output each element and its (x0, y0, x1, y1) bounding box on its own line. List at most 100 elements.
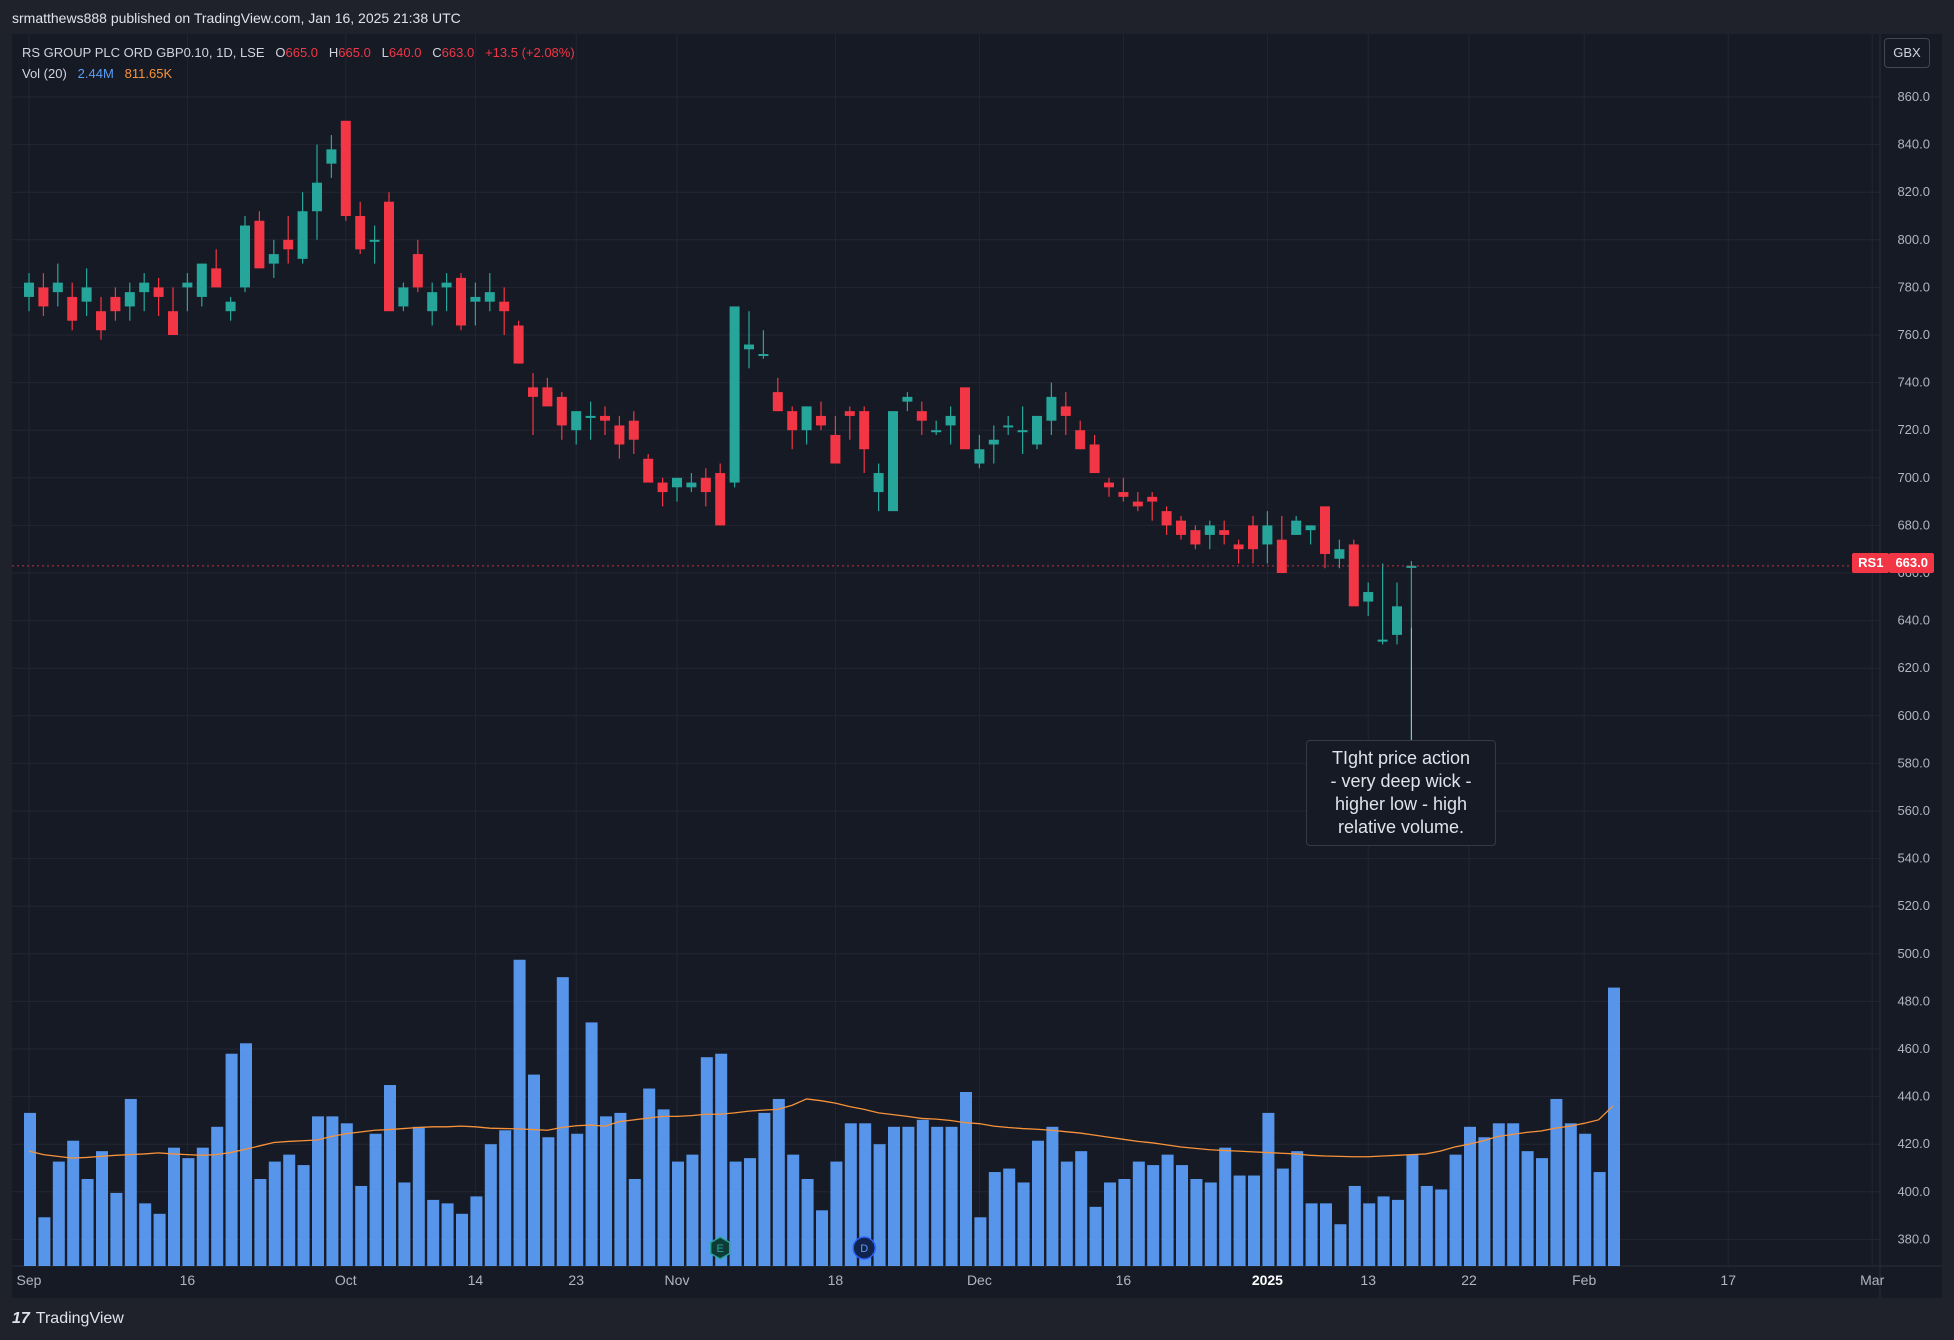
volume-ma-value: 811.65K (124, 66, 173, 81)
candle-body (1363, 592, 1374, 602)
candle-body (297, 211, 308, 259)
y-tick-label: 500.0 (1897, 946, 1930, 961)
volume-bar (1204, 1182, 1217, 1266)
volume-bar (427, 1199, 440, 1266)
candle-body (888, 411, 898, 512)
x-tick-label: Mar (1860, 1272, 1884, 1288)
x-tick-label: 18 (828, 1272, 844, 1288)
volume-bar (225, 1053, 238, 1266)
y-tick-label: 560.0 (1897, 803, 1930, 818)
candle-body (1017, 430, 1028, 433)
volume-bar (1608, 987, 1620, 1266)
volume-bar (110, 1192, 123, 1266)
volume-bar (369, 1133, 382, 1266)
candle-body (571, 411, 582, 431)
candle-body (988, 439, 999, 445)
candle-body (729, 306, 740, 483)
candle-body (124, 292, 135, 307)
candle-body (225, 301, 236, 312)
close-label: C (432, 45, 442, 60)
annotation-line: higher low - high (1334, 794, 1468, 814)
volume-bar (1392, 1199, 1404, 1266)
candle-body (801, 406, 812, 431)
volume-bar (1104, 1182, 1116, 1266)
volume-bar (859, 1123, 872, 1266)
x-tick-label: Oct (335, 1272, 357, 1288)
candle-body (859, 411, 870, 450)
candle-body (902, 396, 913, 402)
y-tick-label: 680.0 (1897, 517, 1930, 532)
candle-body (1392, 606, 1402, 635)
candle-body (1147, 496, 1158, 502)
y-tick-label: 620.0 (1897, 660, 1930, 675)
x-tick-label: 13 (1360, 1272, 1376, 1288)
volume-bar (81, 1179, 94, 1266)
volume-bar (1334, 1224, 1347, 1266)
volume-bar (643, 1088, 656, 1266)
candle-body (340, 120, 351, 216)
candle-body (1204, 525, 1215, 535)
candle-body (96, 311, 106, 331)
y-tick-label: 420.0 (1897, 1136, 1930, 1151)
candle-body (254, 220, 265, 269)
brand-name: TradingView (35, 1310, 124, 1327)
volume-bar (326, 1116, 339, 1266)
candle-body (1233, 544, 1244, 550)
volume-bar (628, 1179, 641, 1266)
candle-body (1132, 501, 1143, 507)
candle-body (1291, 520, 1302, 535)
candle-body (1320, 506, 1330, 554)
chart-frame[interactable]: 860.0 840.0 820.0 800.0 780.0 760.0 740.0 720.0… (12, 34, 1942, 1298)
volume-bar (988, 1172, 1001, 1266)
candle-body (456, 277, 466, 326)
volume-label[interactable]: Vol (20) (22, 66, 67, 81)
candle-body (268, 254, 279, 264)
candle-body (240, 225, 250, 288)
candle-body (182, 282, 193, 288)
candle-body (470, 296, 481, 302)
price-tag-ticker: RS1 (1852, 553, 1890, 573)
volume-bar (873, 1144, 886, 1266)
low-label: L (381, 45, 389, 60)
x-tick-label: 23 (568, 1272, 584, 1288)
publish-caption: srmatthews888 published on TradingView.c… (12, 10, 461, 26)
candle-body (1262, 525, 1273, 545)
candle-body (715, 473, 726, 526)
volume-bar (1132, 1161, 1145, 1266)
volume-bar (1248, 1175, 1260, 1266)
tradingview-brand[interactable]: 17 TradingView (12, 1308, 124, 1330)
volume-bar (1147, 1165, 1160, 1266)
y-tick-label: 480.0 (1897, 993, 1930, 1008)
volume-bar (24, 1112, 36, 1266)
volume-bar (67, 1140, 80, 1266)
text-annotation[interactable]: TIght price action - very deep wick - hi… (1306, 740, 1496, 846)
volume-bar (412, 1126, 425, 1266)
volume-bar (614, 1112, 627, 1266)
volume-bar (960, 1092, 972, 1266)
x-tick-label: 14 (468, 1272, 484, 1288)
candle-body (1219, 530, 1230, 535)
candle-body (1060, 406, 1071, 416)
volume-bar (1348, 1185, 1361, 1266)
volume-bar (772, 1098, 785, 1266)
volume-bar (1262, 1112, 1275, 1266)
volume-bar (801, 1179, 814, 1266)
candle-body (355, 216, 366, 250)
volume-bar (700, 1057, 713, 1266)
candle-body (1104, 482, 1114, 488)
candle-body (614, 425, 625, 445)
currency-button[interactable]: GBX (1884, 38, 1930, 68)
y-tick-label: 640.0 (1897, 613, 1930, 628)
candle-body (153, 287, 164, 297)
symbol-title[interactable]: RS GROUP PLC ORD GBP0.10, 1D, LSE (22, 45, 265, 60)
candle-body (513, 325, 524, 364)
candle-body (312, 182, 322, 212)
candle-body (384, 201, 394, 312)
annotation-line: TIght price action (1331, 748, 1471, 768)
volume-bar (196, 1147, 209, 1266)
volume-bar (96, 1151, 108, 1266)
candlestick-chart[interactable]: 860.0 840.0 820.0 800.0 780.0 760.0 740.0 720.0… (12, 34, 1942, 1298)
y-tick-label: 740.0 (1897, 375, 1930, 390)
volume-bar (1176, 1165, 1188, 1266)
y-tick-label: 600.0 (1897, 708, 1930, 723)
